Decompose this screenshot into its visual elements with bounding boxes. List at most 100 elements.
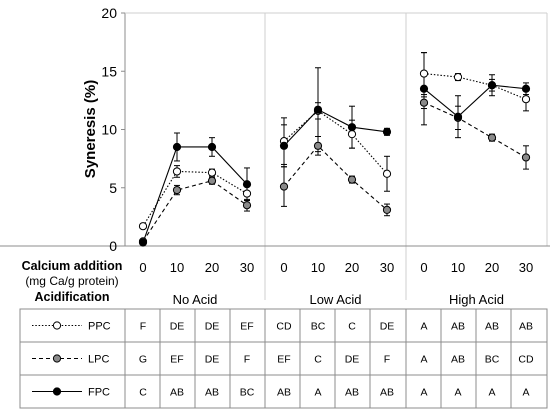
significance-letter: BC [240,387,255,399]
significance-letter: C [314,354,322,366]
y-tick-label: 5 [109,180,117,196]
series-line-ppc [423,73,527,100]
data-point-ppc [453,72,463,82]
significance-letter: BC [485,354,500,366]
calcium-level-label: 0 [420,260,427,275]
significance-letter: BC [311,321,326,333]
data-point-ppc [242,189,252,198]
acid-group-label: Low Acid [309,292,361,307]
calcium-level-label: 30 [519,260,533,275]
series-line-fpc [142,146,248,243]
letters-table-border [19,308,548,409]
significance-letter: F [244,354,250,366]
series-line-ppc [142,170,248,227]
y-tick-label: 0 [109,238,117,254]
series-line-lpc [283,144,388,211]
data-point-fpc [487,81,497,90]
data-point-fpc [347,123,357,132]
data-point-lpc [242,201,252,210]
significance-letter: AB [170,387,184,399]
y-tick-label: 15 [101,63,117,79]
legend-label-lpc: LPC [88,354,109,366]
significance-letter: G [139,354,147,366]
significance-letter: A [420,354,427,366]
data-point-ppc [419,69,429,78]
calcium-level-label: 20 [345,260,359,275]
calcium-addition-label: Calcium addition [22,259,123,273]
significance-letter: AB [519,321,533,333]
significance-letter: F [140,321,146,333]
legend-marker-fpc [52,387,62,396]
calcium-level-label: 0 [280,260,287,275]
data-point-lpc [487,133,497,142]
data-point-fpc [313,105,323,114]
calcium-level-label: 20 [485,260,499,275]
legend-marker-lpc [52,354,62,363]
data-point-fpc [521,84,531,93]
significance-letter: AB [205,387,219,399]
y-tick-label: 20 [101,5,117,21]
data-point-fpc [242,180,252,189]
significance-letter: A [454,387,461,399]
significance-letter: C [139,387,147,399]
data-point-fpc [138,238,148,247]
significance-letter: AB [277,387,291,399]
significance-letter: C [348,321,356,333]
significance-letter: A [420,387,427,399]
significance-letter: EF [170,354,183,366]
data-point-lpc [313,141,323,150]
significance-letter: DE [205,354,220,366]
significance-letter: DE [170,321,185,333]
data-point-ppc [347,130,357,139]
significance-letter: A [314,387,321,399]
data-point-lpc [279,182,289,191]
series-line-lpc [423,102,527,158]
data-point-fpc [172,142,182,152]
significance-letter: AB [485,321,499,333]
legend-label-fpc: FPC [88,387,110,399]
data-point-ppc [382,169,392,178]
data-point-lpc [521,153,531,162]
legend-label-ppc: PPC [88,321,111,333]
significance-letter: AB [451,354,465,366]
calcium-level-label: 30 [380,260,394,275]
calcium-level-label: 10 [311,260,325,275]
data-point-fpc [453,112,463,121]
significance-letter: AB [380,387,394,399]
calcium-level-label: 30 [240,260,254,275]
calcium-level-label: 10 [170,260,184,275]
data-point-fpc [382,127,392,136]
significance-letter: A [488,387,495,399]
legend-marker-ppc [52,321,62,330]
data-point-ppc [521,95,531,104]
data-point-lpc [347,175,357,184]
significance-letter: CD [518,354,534,366]
calcium-level-label: 0 [139,260,146,275]
acidification-label: Acidification [34,290,109,304]
calcium-unit-label: (mg Ca/g protein) [25,274,118,288]
series-line-ppc [283,110,388,175]
data-point-fpc [419,84,429,93]
calcium-level-label: 20 [205,260,219,275]
data-point-lpc [172,185,182,195]
data-point-fpc [279,141,289,150]
data-point-ppc [207,168,217,177]
acid-group-label: No Acid [173,292,218,307]
significance-letter: AB [345,387,359,399]
significance-letter: EF [277,354,290,366]
data-point-ppc [172,167,182,176]
series-line-lpc [142,180,248,242]
significance-letter: EF [240,321,253,333]
significance-letter: DE [205,321,220,333]
acid-group-label: High Acid [449,292,504,307]
calcium-level-label: 10 [451,260,465,275]
data-point-lpc [207,176,217,185]
data-point-ppc [138,222,148,231]
data-point-lpc [419,98,429,107]
y-axis-label: Syneresis (%) [82,80,99,178]
significance-letter: A [420,321,427,333]
significance-letter: DE [345,354,360,366]
series-line-fpc [423,84,527,118]
significance-letter: DE [380,321,395,333]
